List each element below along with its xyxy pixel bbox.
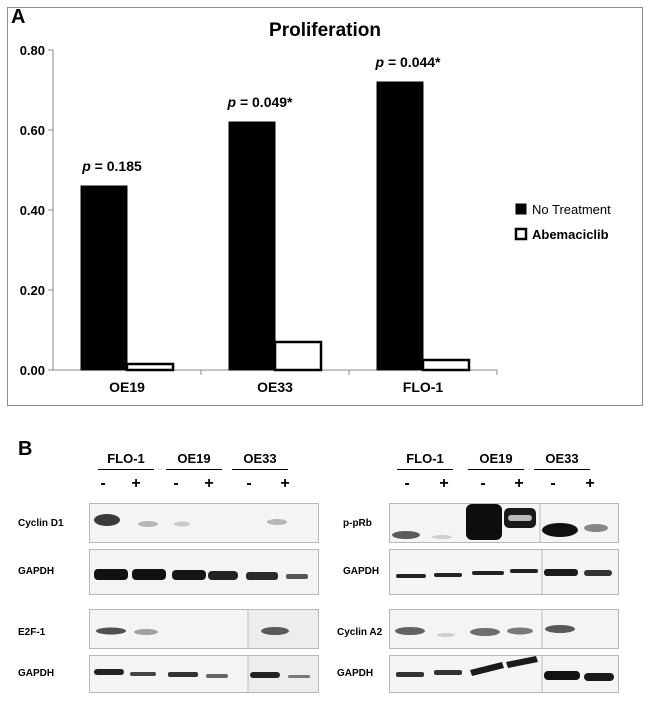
proliferation-chart: Proliferation 0.00 0.20 0.40 0.60 0.80 OE19 p =… xyxy=(20,20,611,395)
p-value-text: = 0.049* xyxy=(236,94,293,110)
panel-b-label: B xyxy=(18,438,33,460)
right-row-label-p-prb: p-pRb xyxy=(343,518,372,529)
bar-no-treatment xyxy=(80,185,128,371)
left-sign-plus-1: + xyxy=(131,475,141,492)
y-tick-label: 0.80 xyxy=(20,43,45,58)
bar-no-treatment xyxy=(376,81,424,371)
blot-e2f1 xyxy=(89,609,319,649)
right-sign-minus-2: - xyxy=(480,475,486,492)
left-row-label-gapdh-1: GAPDH xyxy=(18,566,55,577)
blot-gapdh-4 xyxy=(389,655,619,693)
left-group-line-oe33 xyxy=(232,469,288,470)
right-row-label-gapdh-1: GAPDH xyxy=(343,566,380,577)
right-group-line-flo1 xyxy=(397,469,453,470)
blot-cyclin-d1-bands xyxy=(94,514,287,527)
right-row-label-cyclin-a2: Cyclin A2 xyxy=(337,627,383,638)
left-group-flo1: FLO-1 xyxy=(107,451,145,466)
right-group-oe33: OE33 xyxy=(545,451,579,466)
p-value-annotation: p = 0.049* xyxy=(227,94,294,110)
bar-abemaciclib xyxy=(125,362,175,372)
p-value-text: = 0.044* xyxy=(384,54,441,70)
right-group-oe19: OE19 xyxy=(479,451,513,466)
blot-gapdh-3 xyxy=(389,549,619,595)
right-sign-plus-3: + xyxy=(585,475,595,492)
right-sign-plus-1: + xyxy=(439,475,449,492)
p-value-text: = 0.185 xyxy=(91,158,142,174)
left-group-oe33: OE33 xyxy=(243,451,277,466)
blot-gapdh-3-bands xyxy=(396,550,612,594)
bar-abemaciclib xyxy=(273,340,323,372)
left-row-label-cyclin-d1: Cyclin D1 xyxy=(18,518,64,529)
blot-gapdh-1-bands xyxy=(94,569,308,580)
left-sign-minus-1: - xyxy=(100,475,106,492)
bar-abemaciclib xyxy=(421,358,471,372)
legend-label: No Treatment xyxy=(532,202,611,217)
legend-swatch xyxy=(514,227,528,241)
blot-cyclin-a2-bands xyxy=(395,610,575,648)
right-sign-minus-3: - xyxy=(550,475,556,492)
x-tick-label: OE19 xyxy=(109,379,145,395)
legend-swatch xyxy=(515,203,527,215)
p-value-annotation: p = 0.044* xyxy=(375,54,442,70)
blot-cyclin-d1 xyxy=(89,503,319,543)
p-value-annotation: p = 0.185 xyxy=(81,158,142,174)
panel-a-label: A xyxy=(11,6,26,28)
left-row-label-gapdh-2: GAPDH xyxy=(18,668,55,679)
legend-label: Abemaciclib xyxy=(532,227,609,242)
left-sign-minus-2: - xyxy=(173,475,179,492)
y-tick-label: 0.60 xyxy=(20,123,45,138)
left-sign-plus-3: + xyxy=(280,475,290,492)
right-row-label-gapdh-2: GAPDH xyxy=(337,668,374,679)
x-tick-label: FLO-1 xyxy=(403,379,444,395)
x-tick-label: OE33 xyxy=(257,379,293,395)
y-tick-label: 0.00 xyxy=(20,363,45,378)
chart-title: Proliferation xyxy=(269,20,381,41)
right-group-line-oe19 xyxy=(468,469,524,470)
blot-p-prb xyxy=(389,503,619,543)
right-group-line-oe33 xyxy=(534,469,590,470)
blot-cyclin-a2 xyxy=(389,609,619,649)
blot-gapdh-2-bands xyxy=(94,656,318,692)
p-value-prefix: p xyxy=(227,94,237,110)
bar-no-treatment xyxy=(228,121,276,371)
left-group-line-flo1 xyxy=(98,469,154,470)
blot-gapdh-1 xyxy=(89,549,319,595)
blot-gapdh-2 xyxy=(89,655,319,693)
left-group-oe19: OE19 xyxy=(177,451,211,466)
y-tick-label: 0.20 xyxy=(20,283,45,298)
right-sign-minus-1: - xyxy=(404,475,410,492)
right-group-flo1: FLO-1 xyxy=(406,451,444,466)
blot-gapdh-4-bands xyxy=(396,656,614,692)
p-value-prefix: p xyxy=(81,158,91,174)
p-value-prefix: p xyxy=(375,54,385,70)
y-tick-label: 0.40 xyxy=(20,203,45,218)
left-sign-plus-2: + xyxy=(204,475,214,492)
right-sign-plus-2: + xyxy=(514,475,524,492)
left-group-line-oe19 xyxy=(166,469,222,470)
blot-e2f1-bands xyxy=(96,610,318,648)
chart-frame xyxy=(7,7,643,406)
blot-p-prb-bands xyxy=(392,504,608,542)
left-row-label-e2f1: E2F-1 xyxy=(18,627,46,638)
left-sign-minus-3: - xyxy=(246,475,252,492)
